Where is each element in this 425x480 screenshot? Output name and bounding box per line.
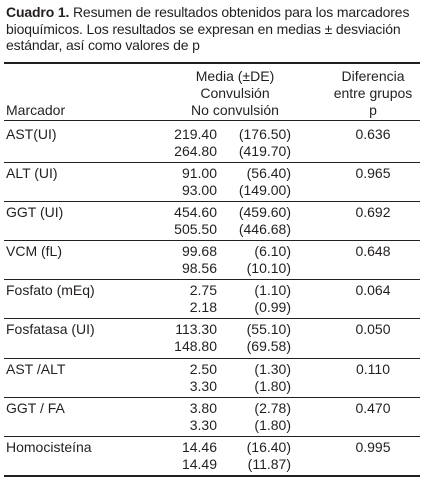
row-divider <box>4 279 420 281</box>
sd-convulsion: (459.60) <box>238 204 291 221</box>
sd-no-convulsion: (0.99) <box>254 299 291 316</box>
marker-name: Fosfatasa (UI) <box>6 321 95 338</box>
table-bottom-rule <box>4 475 420 477</box>
table-top-rule <box>4 62 420 64</box>
row-divider <box>4 240 420 242</box>
sd-no-convulsion: (1.80) <box>254 377 291 394</box>
table-row: AST /ALT 2.50 (1.30) 3.30 (1.80) 0.110 <box>0 359 425 398</box>
sd-convulsion: (56.40) <box>246 165 291 182</box>
row-divider <box>4 396 420 398</box>
mean-convulsion: 14.46 <box>181 438 217 455</box>
sd-convulsion: (1.30) <box>254 360 291 377</box>
header-marker: Marcador <box>6 102 66 118</box>
sd-no-convulsion: (419.70) <box>238 143 291 159</box>
marker-name: Fosfato (mEq) <box>6 282 95 299</box>
table-row: VCM (fL) 99.68 (6.10) 98.56 (10.10) 0.64… <box>0 241 425 281</box>
row-divider <box>4 357 420 359</box>
marker-name: AST(UI) <box>6 126 57 142</box>
caption-text: Resumen de resultados obtenidos para los… <box>6 4 410 53</box>
table-row: Homocisteína 14.46 (16.40) 14.49 (11.87)… <box>0 437 425 476</box>
header-diff-line: Diferencia <box>341 68 405 84</box>
p-value: 0.692 <box>355 204 391 221</box>
mean-no-convulsion: 2.18 <box>189 299 217 316</box>
p-value: 0.470 <box>355 399 391 416</box>
mean-no-convulsion: 98.56 <box>181 260 217 277</box>
mean-no-convulsion: 264.80 <box>174 143 217 159</box>
mean-no-convulsion: 148.80 <box>174 338 217 355</box>
mean-no-convulsion: 505.50 <box>174 221 217 238</box>
row-divider <box>4 318 420 320</box>
sd-convulsion: (16.40) <box>246 438 291 455</box>
p-value: 0.648 <box>355 243 391 260</box>
marker-name: AST /ALT <box>6 360 66 377</box>
sd-convulsion: (2.78) <box>254 399 291 416</box>
header-media: Media (±DE) Convulsión No convulsión <box>170 68 300 119</box>
table-row: AST(UI) 219.40 (176.50) 264.80 (419.70) … <box>0 124 425 164</box>
sd-no-convulsion: (10.10) <box>246 260 291 277</box>
marker-name: Homocisteína <box>6 438 92 455</box>
sd-no-convulsion: (149.00) <box>238 182 291 199</box>
row-divider <box>4 201 420 203</box>
table-caption: Cuadro 1. Resumen de resultados obtenido… <box>6 4 420 54</box>
mean-convulsion: 219.40 <box>174 126 217 142</box>
sd-convulsion: (6.10) <box>254 243 291 260</box>
p-value: 0.110 <box>356 360 390 377</box>
marker-name: GGT / FA <box>6 399 65 416</box>
header-media-line: No convulsión <box>191 102 279 118</box>
header-media-line: Convulsión <box>200 85 270 101</box>
mean-convulsion: 99.68 <box>181 243 217 260</box>
row-divider <box>4 435 420 437</box>
caption-label: Cuadro 1. <box>6 4 70 20</box>
marker-name: VCM (fL) <box>6 243 62 260</box>
p-value: 0.965 <box>355 165 391 182</box>
mean-convulsion: 454.60 <box>174 204 217 221</box>
mean-convulsion: 2.75 <box>189 282 217 299</box>
mean-convulsion: 91.00 <box>181 165 217 182</box>
sd-no-convulsion: (1.80) <box>254 416 291 433</box>
header-media-line: Media (±DE) <box>195 68 275 84</box>
table-row: Fosfato (mEq) 2.75 (1.10) 2.18 (0.99) 0.… <box>0 280 425 320</box>
sd-convulsion: (176.50) <box>238 126 291 142</box>
sd-no-convulsion: (11.87) <box>247 455 291 472</box>
table-row: GGT (UI) 454.60 (459.60) 505.50 (446.68)… <box>0 202 425 242</box>
mean-convulsion: 113.30 <box>175 321 217 338</box>
p-value: 0.995 <box>355 438 391 455</box>
row-divider <box>4 162 420 164</box>
sd-convulsion: (55.10) <box>246 321 291 338</box>
p-value: 0.636 <box>355 126 391 142</box>
mean-no-convulsion: 3.30 <box>189 377 217 394</box>
mean-convulsion: 2.50 <box>189 360 217 377</box>
table-row: Fosfatasa (UI) 113.30 (55.10) 148.80 (69… <box>0 319 425 359</box>
header-diff-line: p <box>369 102 377 118</box>
table-header-rule <box>4 120 420 121</box>
p-value: 0.050 <box>355 321 391 338</box>
header-difference: Diferencia entre grupos p <box>330 68 416 119</box>
table-row: ALT (UI) 91.00 (56.40) 93.00 (149.00) 0.… <box>0 163 425 203</box>
p-value: 0.064 <box>355 282 391 299</box>
mean-no-convulsion: 3.30 <box>189 416 217 433</box>
table-row: GGT / FA 3.80 (2.78) 3.30 (1.80) 0.470 <box>0 398 425 437</box>
mean-convulsion: 3.80 <box>189 399 217 416</box>
sd-convulsion: (1.10) <box>254 282 291 299</box>
header-diff-line: entre grupos <box>333 85 413 101</box>
marker-name: ALT (UI) <box>6 165 58 182</box>
mean-no-convulsion: 93.00 <box>181 182 217 199</box>
mean-no-convulsion: 14.49 <box>181 455 217 472</box>
sd-no-convulsion: (69.58) <box>246 338 291 355</box>
sd-no-convulsion: (446.68) <box>238 221 291 238</box>
marker-name: GGT (UI) <box>6 204 64 221</box>
table-body: AST(UI) 219.40 (176.50) 264.80 (419.70) … <box>0 124 425 476</box>
